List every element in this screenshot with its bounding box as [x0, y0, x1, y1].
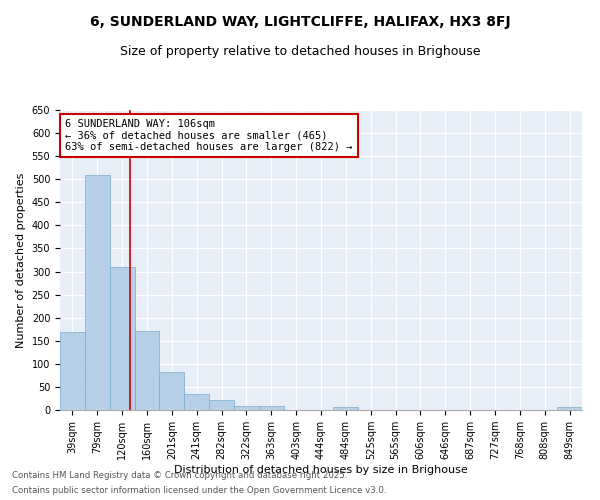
Text: 6, SUNDERLAND WAY, LIGHTCLIFFE, HALIFAX, HX3 8FJ: 6, SUNDERLAND WAY, LIGHTCLIFFE, HALIFAX,… [89, 15, 511, 29]
Text: Size of property relative to detached houses in Brighouse: Size of property relative to detached ho… [120, 45, 480, 58]
Y-axis label: Number of detached properties: Number of detached properties [16, 172, 26, 348]
Text: Contains HM Land Registry data © Crown copyright and database right 2025.: Contains HM Land Registry data © Crown c… [12, 471, 347, 480]
Bar [557, 407, 582, 410]
Text: Contains public sector information licensed under the Open Government Licence v3: Contains public sector information licen… [12, 486, 386, 495]
Bar [110, 267, 134, 410]
Bar [334, 407, 358, 410]
Bar [60, 332, 85, 410]
Bar [259, 406, 284, 410]
X-axis label: Distribution of detached houses by size in Brighouse: Distribution of detached houses by size … [174, 465, 468, 475]
Bar [134, 330, 160, 410]
Bar [209, 400, 234, 410]
Bar [234, 406, 259, 410]
Bar [85, 174, 110, 410]
Bar [160, 372, 184, 410]
Bar [184, 394, 209, 410]
Text: 6 SUNDERLAND WAY: 106sqm
← 36% of detached houses are smaller (465)
63% of semi-: 6 SUNDERLAND WAY: 106sqm ← 36% of detach… [65, 119, 353, 152]
